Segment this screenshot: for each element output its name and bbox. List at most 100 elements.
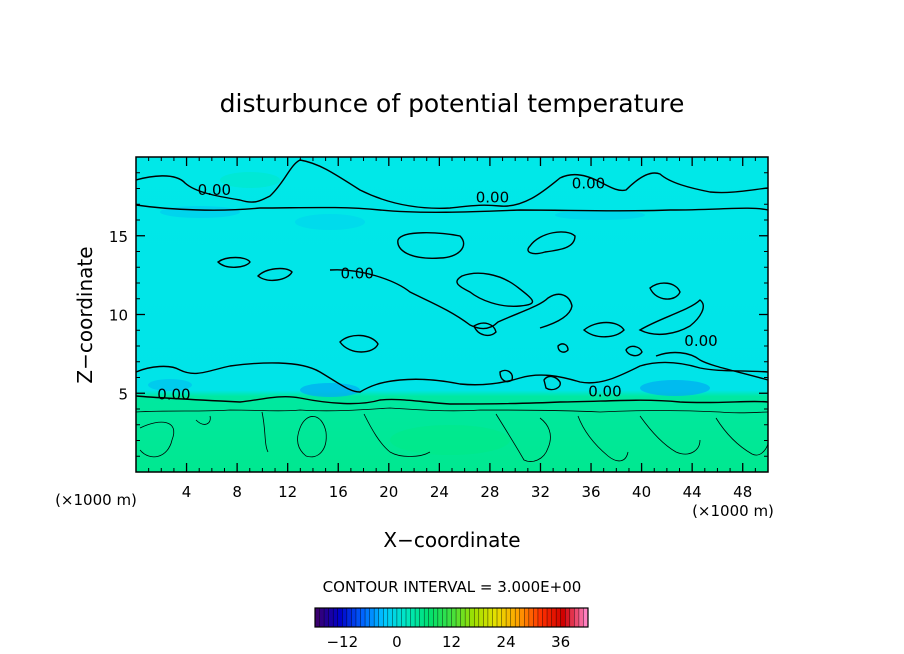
contour-line (329, 269, 573, 330)
colorbar-cell (387, 608, 393, 627)
colorbar-cell (351, 608, 357, 627)
colorbar-cell (556, 608, 561, 627)
x-tick-label: 28 (480, 483, 499, 501)
contour-line (297, 416, 327, 458)
colorbar-cell (456, 608, 461, 627)
x-tick-label: 4 (182, 483, 192, 501)
cool-patch (295, 214, 365, 230)
contour-line (136, 395, 768, 405)
colorbar-cell (519, 608, 525, 627)
colorbar-cell (497, 608, 502, 627)
x-tick-label: 20 (379, 483, 398, 501)
x-unit-left: (×1000 m) (55, 491, 137, 509)
colorbar-tick-label: 36 (551, 633, 570, 651)
colorbar-cell (483, 608, 489, 627)
contour-line (543, 375, 561, 391)
colorbar-cell (437, 608, 443, 627)
colorbar-cell (574, 608, 580, 627)
contour-label: 0.00 (476, 189, 509, 207)
colorbar-frame (314, 607, 589, 628)
colorbar-cell (433, 608, 439, 627)
colorbar-cell (342, 608, 348, 627)
x-tick-label: 40 (632, 483, 651, 501)
colorbar-cell (487, 608, 493, 627)
contour-line (655, 351, 768, 381)
cool-patch (555, 210, 645, 220)
colorbar-cell (396, 608, 402, 627)
colorbar-cell (346, 608, 352, 627)
colorbar-cell (578, 608, 584, 627)
contour-line (715, 417, 768, 456)
colorbar-cell (501, 608, 507, 627)
contour-line (136, 407, 768, 414)
colorbar-cell (365, 608, 370, 627)
colorbar-cell (492, 608, 498, 627)
colorbar-cell (328, 608, 334, 627)
thin-contours (136, 407, 768, 462)
contour-label: 0.00 (157, 386, 190, 404)
colorbar-cell (469, 608, 475, 627)
x-tick-label: 44 (683, 483, 702, 501)
colorbar-cell (478, 608, 484, 627)
colorbar-cell (533, 608, 539, 627)
contour-line (649, 282, 681, 300)
colorbar-cell (324, 608, 329, 627)
colorbar-cell (465, 608, 470, 627)
contour-labels: 0.00 0.00 0.00 0.00 0.00 0.00 0.00 (157, 175, 717, 404)
x-tick-label: 12 (278, 483, 297, 501)
colorbar-cell (460, 608, 466, 627)
colorbar-tick-label: 0 (392, 633, 402, 651)
colorbar-cell (406, 608, 411, 627)
contour-line (495, 413, 551, 462)
cool-patch (148, 379, 192, 391)
colorbar-cell (565, 608, 571, 627)
contour-line (638, 299, 704, 336)
x-tick-label: 48 (733, 483, 752, 501)
colorbar-cell (515, 608, 521, 627)
x-unit-right: (×1000 m) (692, 502, 774, 520)
colorbar-cell (360, 608, 366, 627)
contour-line (527, 231, 576, 255)
contour-line (136, 361, 768, 393)
cool-patch (160, 206, 240, 218)
contour-line (625, 345, 643, 357)
contour-line (499, 369, 514, 383)
contour-line (363, 413, 431, 457)
colorbar-cell (510, 608, 516, 627)
colorbar-cell (315, 608, 320, 627)
colorbar-tick-label: 24 (497, 633, 516, 651)
colorbar-cell (524, 608, 530, 627)
colorbar-cell (415, 608, 420, 627)
cool-patch (640, 380, 710, 396)
x-tick-label: 36 (581, 483, 600, 501)
colorbar-cell (424, 608, 430, 627)
contour-line (582, 321, 625, 338)
contour-label: 0.00 (588, 382, 621, 400)
colorbar-cell (551, 608, 557, 627)
contour-line (139, 421, 175, 458)
colorbar-cell (333, 608, 339, 627)
colorbar-cell (419, 608, 425, 627)
colorbar-cell (369, 608, 375, 627)
colorbar-cell (355, 608, 361, 627)
colorbar-cell (392, 608, 398, 627)
contour-interval-note: CONTOUR INTERVAL = 3.000E+00 (323, 578, 582, 596)
colorbar-cell (542, 608, 548, 627)
x-axis-label: X−coordinate (383, 528, 520, 552)
colorbar-cell (374, 608, 379, 627)
contour-line (397, 232, 465, 259)
colorbar-cell (401, 608, 407, 627)
colorbar-cell (319, 608, 325, 627)
contour-line (261, 411, 269, 453)
y-tick-label: 5 (118, 385, 128, 403)
contour-line (136, 159, 768, 209)
colorbar-cell (446, 608, 452, 627)
x-tick-label: 32 (531, 483, 550, 501)
contour-label: 0.00 (684, 332, 717, 350)
contour-line (577, 415, 629, 462)
contour-label: 0.00 (572, 175, 605, 193)
colorbar-cell (337, 608, 343, 627)
y-tick-label: 10 (109, 307, 128, 325)
